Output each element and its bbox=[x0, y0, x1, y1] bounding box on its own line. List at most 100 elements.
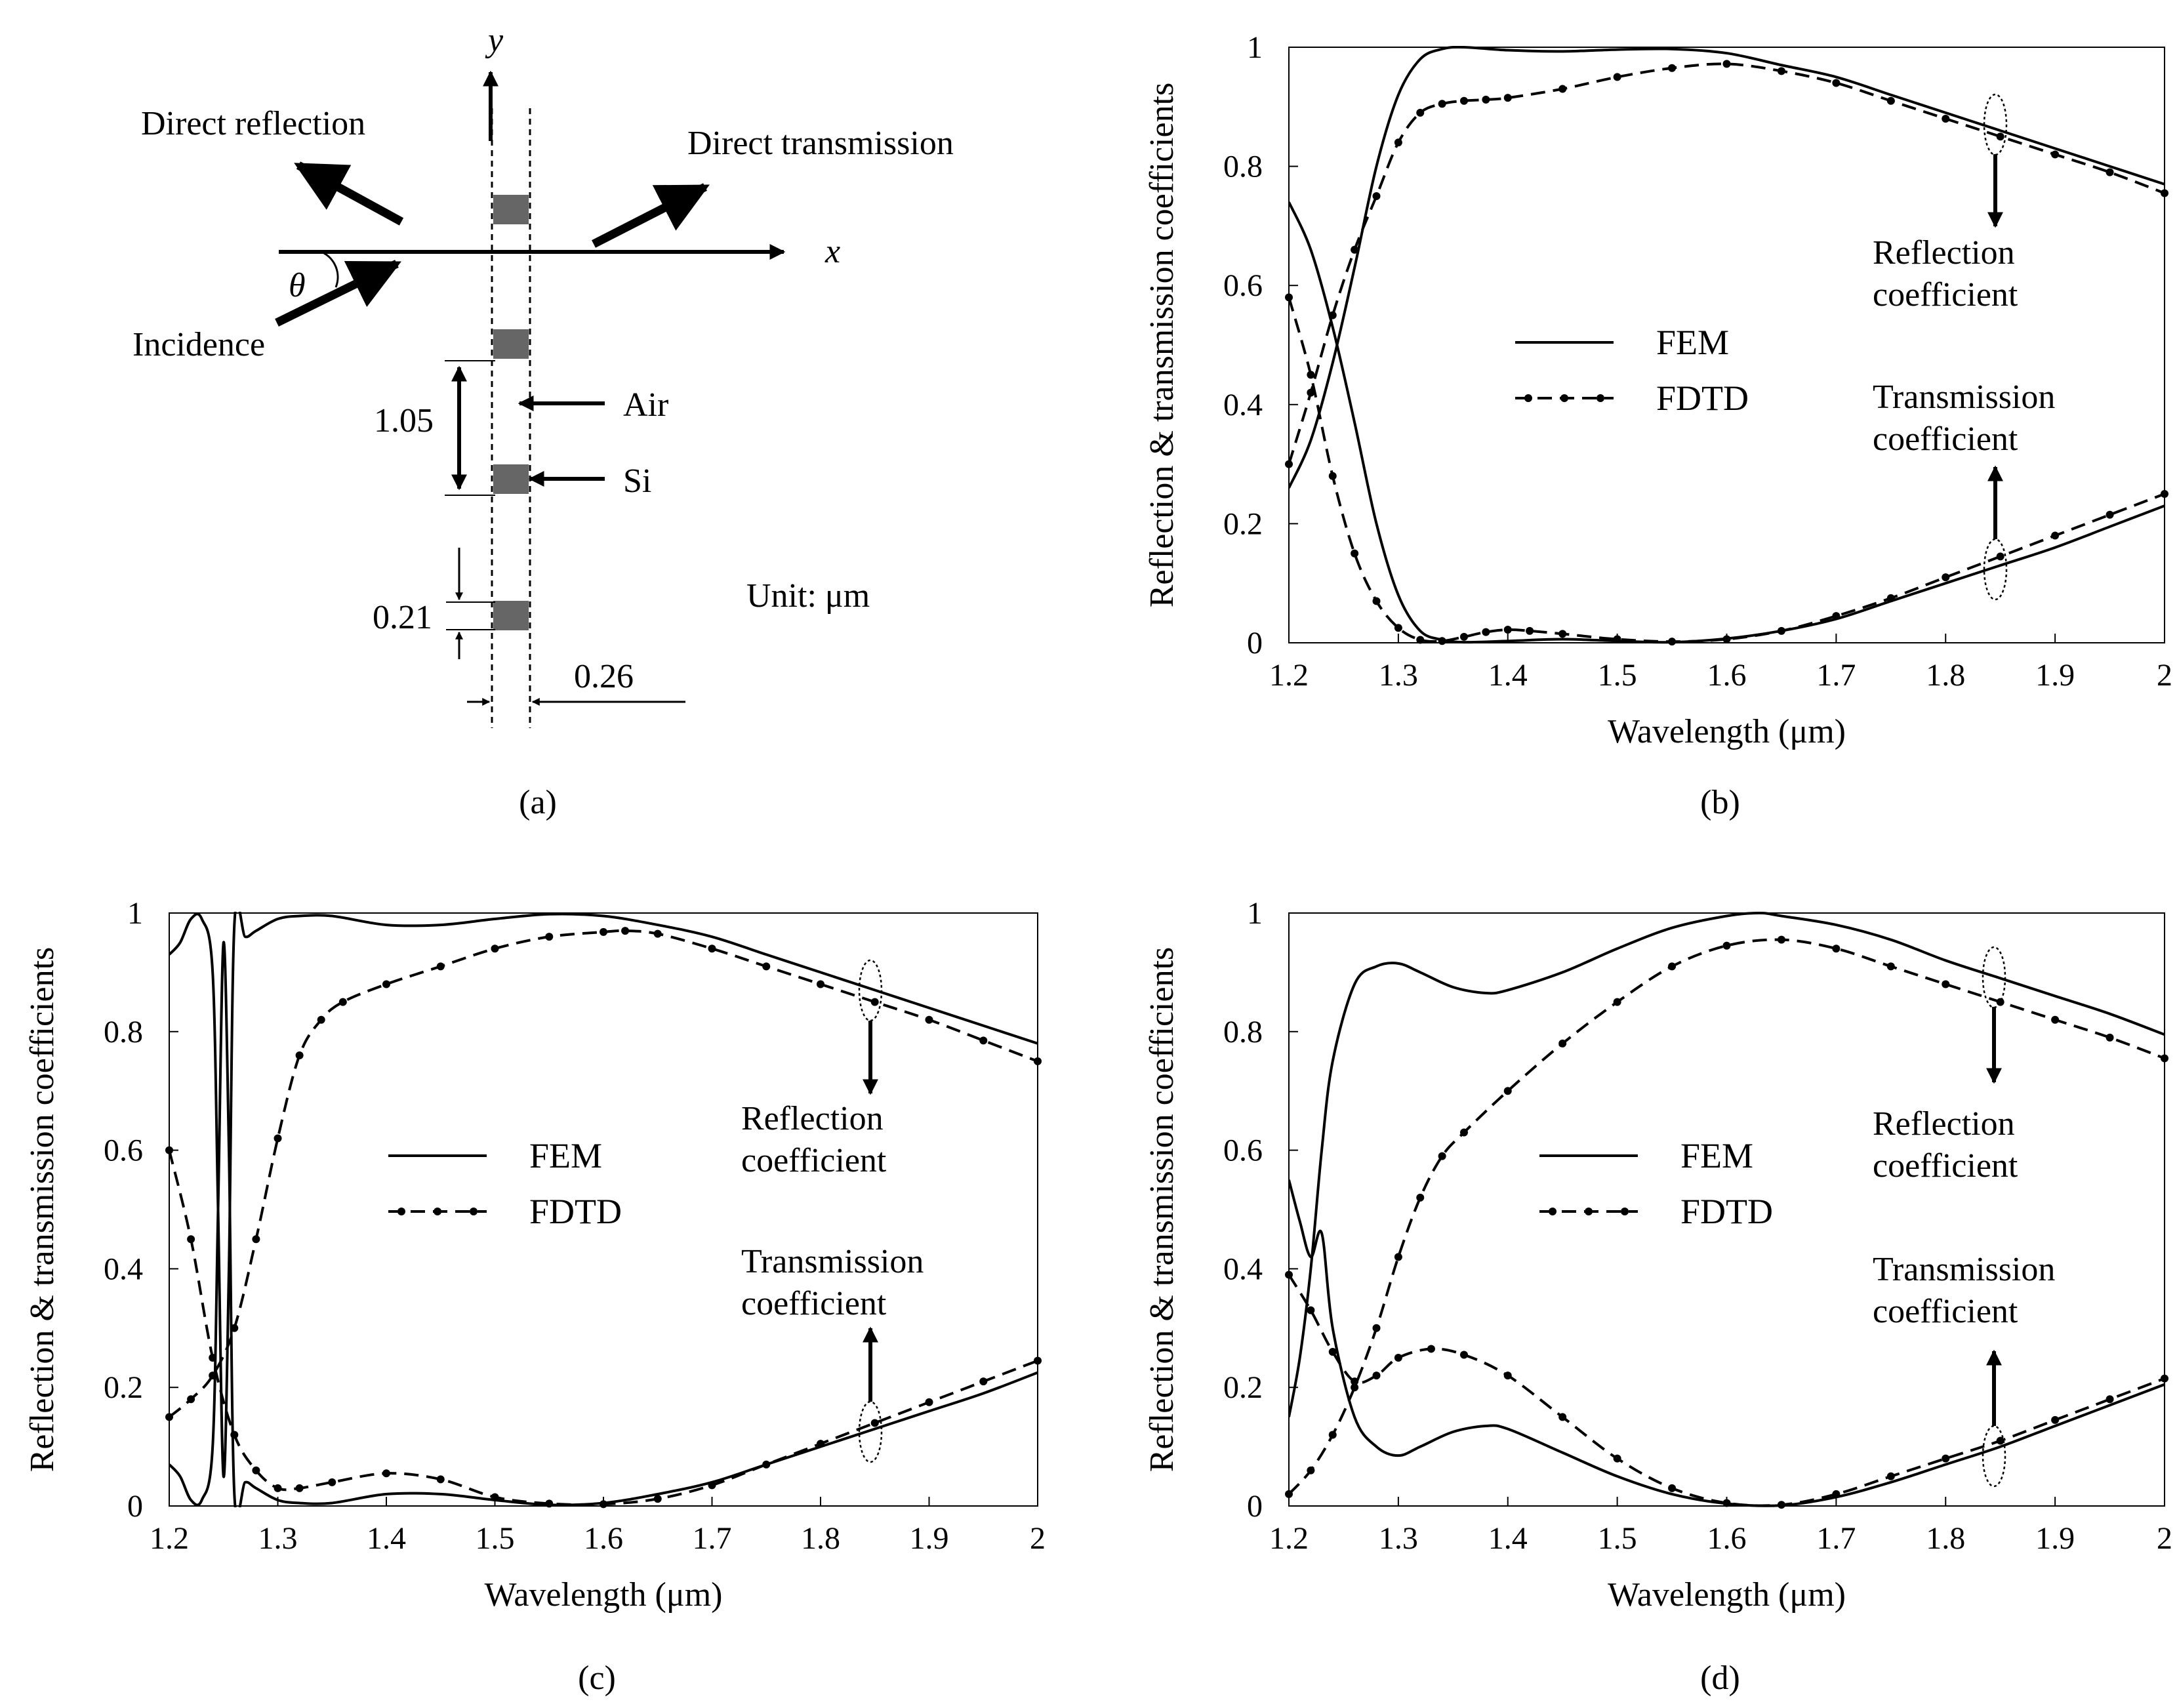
reflection-arrow bbox=[294, 161, 404, 226]
data-point bbox=[979, 1377, 988, 1386]
legend-fem-label: FEM bbox=[1656, 323, 1729, 362]
transmission-annotation-line1: Transmission bbox=[1873, 378, 2055, 416]
data-point bbox=[2161, 1054, 2168, 1063]
si-block bbox=[493, 195, 529, 224]
data-point bbox=[1558, 630, 1567, 638]
data-point bbox=[1777, 935, 1785, 944]
x-tick-label: 1.4 bbox=[1488, 658, 1528, 693]
transmission-highlight-ellipse bbox=[858, 1400, 883, 1463]
y-tick-label: 0.2 bbox=[1223, 506, 1263, 541]
data-point bbox=[1777, 1501, 1785, 1509]
data-point bbox=[295, 1484, 304, 1492]
data-point bbox=[1996, 552, 2004, 561]
data-point bbox=[1558, 1413, 1567, 1421]
x-axis-label: Wavelength (μm) bbox=[484, 1576, 722, 1614]
data-point bbox=[979, 1036, 988, 1045]
transmission-highlight-ellipse bbox=[1982, 1425, 2006, 1488]
data-point bbox=[1460, 632, 1468, 641]
air-label: Air bbox=[623, 386, 668, 424]
angle-arc bbox=[321, 251, 339, 288]
legend-fdtd-marker bbox=[1549, 1208, 1556, 1215]
data-point bbox=[209, 1354, 217, 1362]
legend-fdtd-marker bbox=[1597, 394, 1604, 402]
x-tick-label: 1.5 bbox=[1598, 658, 1637, 693]
y-tick-label: 0.6 bbox=[1223, 1133, 1263, 1168]
series-fem-transmission bbox=[1289, 1179, 2165, 1507]
x-axis-label: x bbox=[824, 233, 840, 270]
data-point bbox=[1460, 1351, 1468, 1359]
data-point bbox=[1328, 1347, 1337, 1356]
y-tick-label: 0.4 bbox=[104, 1251, 143, 1286]
x-axis-label: Wavelength (μm) bbox=[1608, 1576, 1846, 1614]
x-tick-label: 1.4 bbox=[1488, 1521, 1528, 1556]
data-point bbox=[1503, 1372, 1512, 1380]
data-point bbox=[1285, 1271, 1293, 1279]
reflection-annotation-line2: coefficient bbox=[1873, 276, 2018, 314]
si-block bbox=[493, 601, 529, 630]
unit-label: Unit: μm bbox=[746, 577, 870, 615]
data-point bbox=[1558, 85, 1567, 93]
data-point bbox=[1942, 980, 1950, 988]
data-point bbox=[1777, 626, 1785, 635]
reflection-highlight-ellipse bbox=[1983, 93, 2008, 156]
data-point bbox=[762, 1460, 771, 1469]
data-point bbox=[1394, 138, 1402, 147]
x-tick-label: 1.9 bbox=[2035, 1521, 2075, 1556]
data-point bbox=[295, 1051, 304, 1059]
data-point bbox=[1328, 1431, 1337, 1439]
data-point bbox=[600, 927, 607, 936]
data-point bbox=[1777, 67, 1785, 75]
legend-fdtd-marker bbox=[1560, 394, 1568, 402]
data-point bbox=[1372, 192, 1381, 200]
data-point bbox=[1482, 95, 1490, 104]
incidence-label: Incidence bbox=[132, 326, 265, 363]
data-point bbox=[1351, 549, 1359, 558]
data-point bbox=[1996, 1436, 2004, 1445]
y-tick-label: 0.8 bbox=[1223, 1015, 1263, 1049]
series-fdtd-transmission bbox=[1289, 1274, 2165, 1507]
data-point bbox=[653, 1495, 662, 1503]
data-point bbox=[653, 929, 662, 938]
data-point bbox=[1996, 998, 2004, 1006]
reflection-annotation-line1: Reflection bbox=[1873, 1105, 2015, 1143]
diagram-panel-a: x y θ Direct reflection Direct transmiss… bbox=[132, 22, 954, 821]
x-tick-label: 2 bbox=[1030, 1521, 1046, 1556]
y-tick-label: 0.4 bbox=[1223, 1251, 1263, 1286]
chart-panel-b: 1.2 1.3 1.4 1.5 1.6 1.7 1.8 1.9 2 0 0.2 0.4 0.6 0.8 1 W… bbox=[1143, 30, 2172, 821]
x-tick-label: 1.5 bbox=[476, 1521, 515, 1556]
data-point bbox=[1438, 637, 1446, 645]
y-tick-label: 1 bbox=[1247, 30, 1263, 65]
x-tick-label: 1.2 bbox=[1269, 1521, 1309, 1556]
x-tick-label: 1.8 bbox=[801, 1521, 840, 1556]
data-point bbox=[165, 1413, 173, 1421]
data-point bbox=[545, 933, 554, 941]
data-point bbox=[1886, 96, 1895, 105]
data-point bbox=[1351, 245, 1359, 254]
data-point bbox=[1832, 1490, 1841, 1498]
data-point bbox=[165, 1146, 173, 1154]
data-point bbox=[1482, 628, 1490, 636]
data-point bbox=[1438, 100, 1446, 108]
data-point bbox=[1722, 941, 1731, 950]
series-fem-reflection bbox=[1289, 912, 2165, 1417]
y-tick-label: 0.2 bbox=[104, 1370, 143, 1405]
y-tick-label: 0.6 bbox=[1223, 268, 1263, 303]
transmission-annotation-line1: Transmission bbox=[741, 1243, 924, 1280]
data-point bbox=[1416, 108, 1425, 117]
reflection-annotation-line1: Reflection bbox=[1873, 234, 2015, 272]
legend-fem-label: FEM bbox=[1680, 1136, 1753, 1175]
data-point bbox=[1285, 293, 1293, 302]
data-point bbox=[1722, 60, 1731, 68]
transmission-annotation-line2: coefficient bbox=[741, 1285, 887, 1322]
data-point bbox=[1394, 1354, 1402, 1362]
panel-label-c: (c) bbox=[578, 1659, 616, 1697]
data-point bbox=[2161, 189, 2168, 197]
legend: FEM FDTD bbox=[388, 1136, 622, 1231]
data-point bbox=[1722, 635, 1731, 643]
charts-group: 1.2 1.3 1.4 1.5 1.6 1.7 1.8 1.9 2 0 0.2 0.4 0.6 0.8 1 W… bbox=[24, 30, 2172, 1697]
data-point bbox=[1503, 94, 1512, 102]
data-point bbox=[1832, 945, 1841, 953]
data-point bbox=[1307, 371, 1315, 379]
si-label: Si bbox=[623, 462, 651, 500]
